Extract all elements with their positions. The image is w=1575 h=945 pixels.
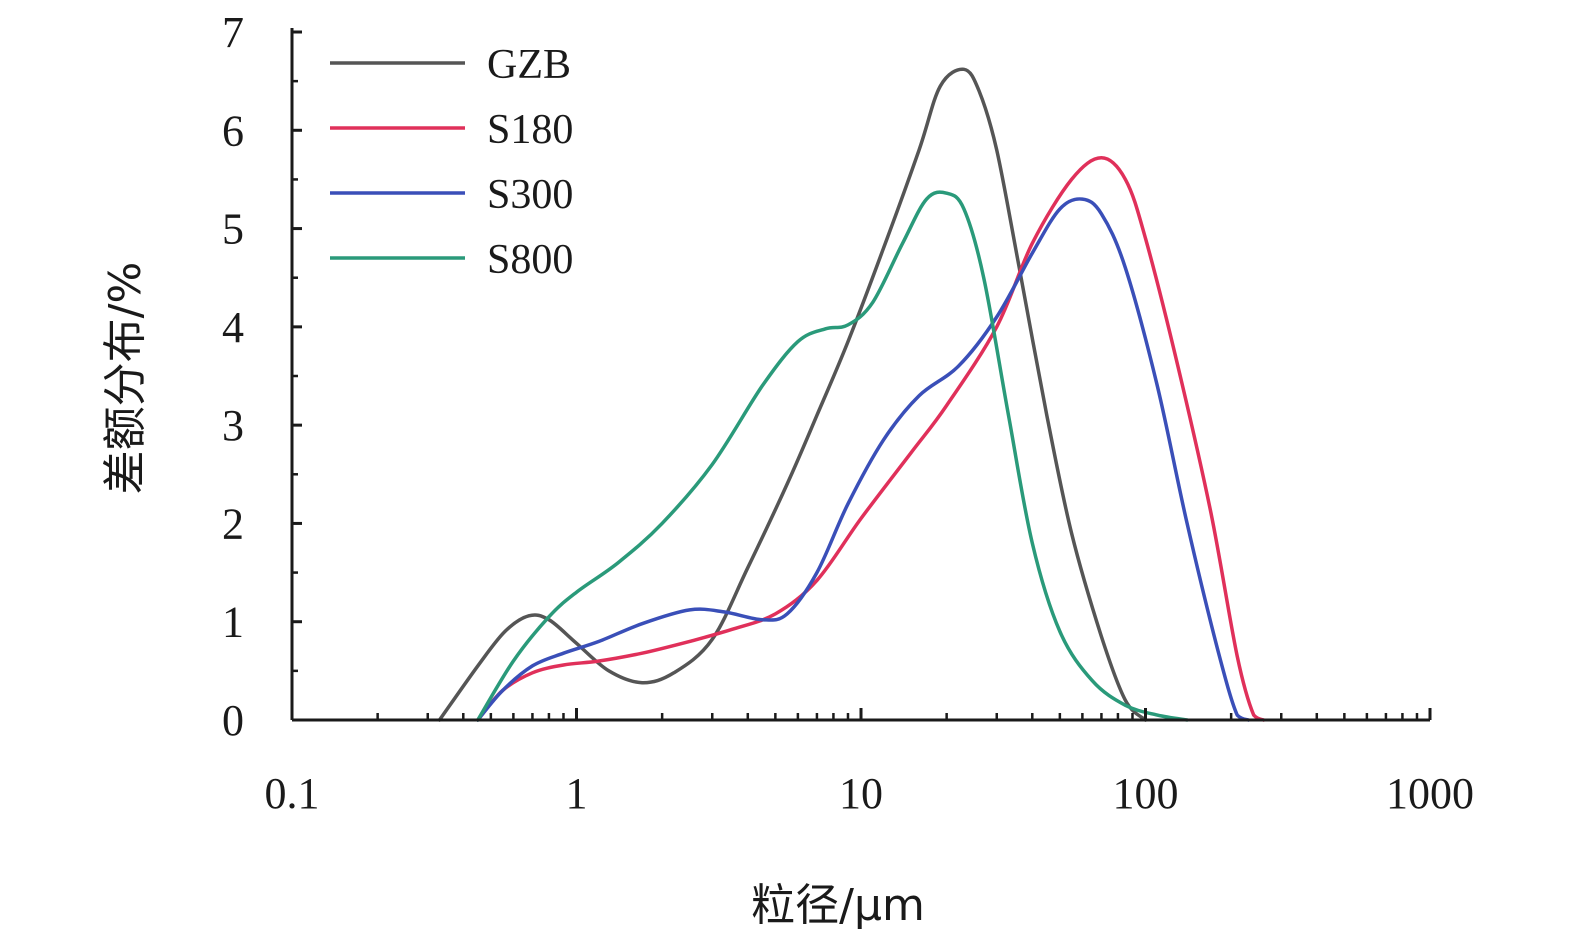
y-tick-label: 1 <box>222 598 244 647</box>
x-axis-title: 粒径/μm <box>751 880 925 931</box>
y-tick-label: 2 <box>222 499 244 548</box>
legend-label-gzb: GZB <box>487 42 571 88</box>
series-layer <box>437 67 1266 722</box>
y-tick-label: 0 <box>222 696 244 745</box>
x-tick-label: 100 <box>1113 769 1179 818</box>
legend-label-s300: S300 <box>487 172 573 218</box>
series-line-gzb <box>437 67 1148 722</box>
series-line-s800 <box>476 190 1189 722</box>
legend: GZB S180 S300 S800 <box>330 42 573 283</box>
legend-label-s800: S800 <box>487 237 573 283</box>
y-tick-label: 4 <box>222 303 244 352</box>
x-tick-label: 10 <box>839 769 883 818</box>
y-tick-label: 3 <box>222 401 244 450</box>
x-tick-label: 0.1 <box>265 769 320 818</box>
y-tick-label: 5 <box>222 205 244 254</box>
y-tick-label: 6 <box>222 106 244 155</box>
series-line-s300 <box>476 197 1251 722</box>
y-axis-title: 差额分布/% <box>100 262 151 495</box>
y-tick-label: 7 <box>222 8 244 57</box>
x-tick-label: 1000 <box>1386 769 1474 818</box>
ticks-layer: 0 1 2 3 4 5 6 7 0.1 1 10 100 1000 <box>222 8 1474 818</box>
series-line-s180 <box>476 156 1266 722</box>
axes-layer <box>290 28 1430 722</box>
legend-label-s180: S180 <box>487 107 573 153</box>
x-tick-label: 1 <box>566 769 588 818</box>
